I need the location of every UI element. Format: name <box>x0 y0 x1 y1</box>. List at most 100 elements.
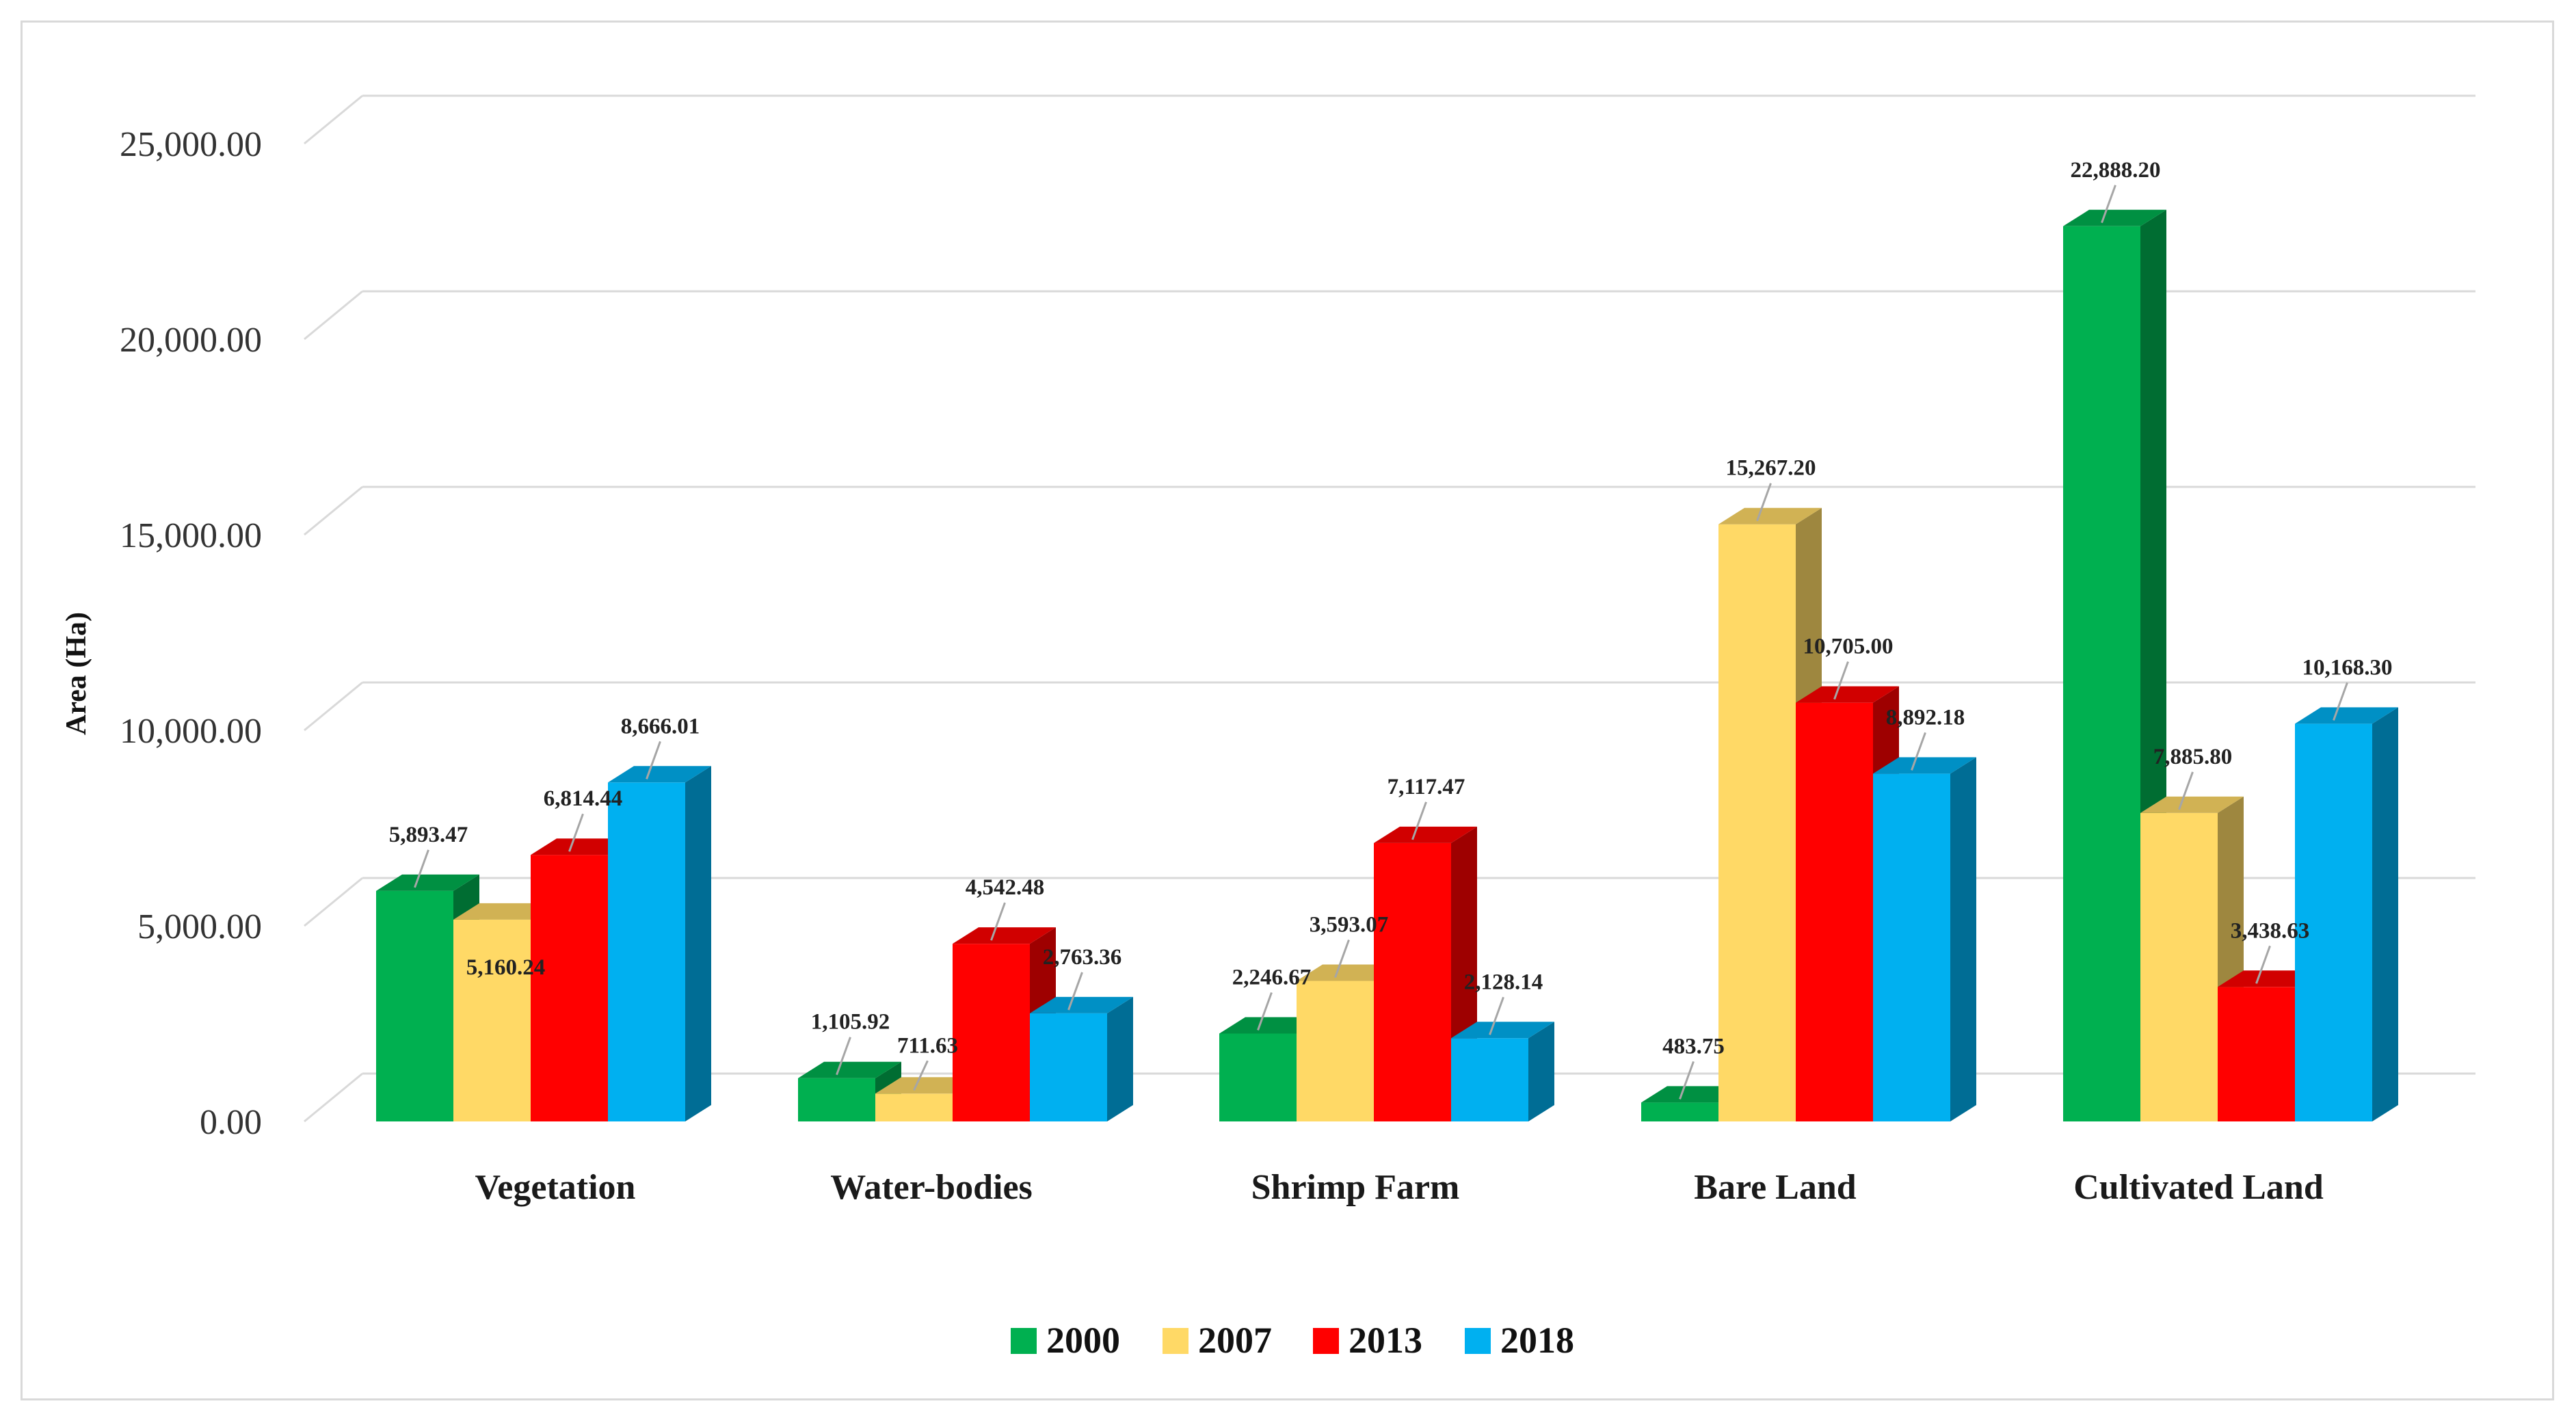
bar-front <box>2218 987 2295 1121</box>
data-label-group: 711.63 <box>897 1033 958 1091</box>
bar-top <box>953 927 1056 944</box>
bar-front <box>608 782 685 1121</box>
bar-front <box>2140 812 2218 1121</box>
leader-line <box>1756 483 1772 522</box>
data-label: 8,892.18 <box>1886 705 1965 730</box>
bar-front <box>875 1093 953 1121</box>
data-label-group: 3,593.07 <box>1310 912 1389 978</box>
bar-top <box>1374 826 1477 843</box>
data-label-group: 2,246.67 <box>1232 965 1312 1031</box>
bar-side <box>2372 707 2398 1121</box>
legend: 2000 2007 2013 2018 <box>1011 1320 1574 1361</box>
gridline-diagonal <box>304 1072 363 1123</box>
data-label-group: 22,888.20 <box>2071 158 2161 224</box>
bar-top <box>376 874 479 891</box>
leader-line <box>913 1060 929 1091</box>
leader-line <box>1411 801 1427 840</box>
bar-front <box>1641 1102 1718 1121</box>
gridline-diagonal <box>304 94 363 145</box>
data-label: 4,542.48 <box>966 875 1045 900</box>
bar-water-bodies-2018 <box>1030 996 1133 1121</box>
bar-top <box>1451 1022 1554 1039</box>
y-tick-label: 0.00 <box>200 1103 262 1142</box>
leader-line <box>2101 185 2116 224</box>
legend-label: 2018 <box>1500 1320 1574 1361</box>
bar-cultivated-land-2018 <box>2295 707 2398 1121</box>
data-label: 3,438.63 <box>2231 918 2310 943</box>
legend-item-2007: 2007 <box>1163 1320 1272 1361</box>
data-label-group: 2,763.36 <box>1043 945 1122 1011</box>
bar-top <box>2295 707 2398 724</box>
legend-swatch <box>1313 1328 1339 1354</box>
legend-item-2000: 2000 <box>1011 1320 1120 1361</box>
bar-top <box>798 1061 901 1078</box>
bar-shrimp-farm-2018 <box>1451 1022 1554 1121</box>
bar-front <box>1718 524 1796 1121</box>
y-tick-label: 10,000.00 <box>120 712 262 751</box>
data-label: 2,763.36 <box>1043 945 1122 970</box>
y-tick-label: 20,000.00 <box>120 321 262 360</box>
bar-front <box>453 919 531 1121</box>
category-label: Cultivated Land <box>2073 1168 2324 1207</box>
y-tick-label: 5,000.00 <box>137 907 262 946</box>
data-label: 3,593.07 <box>1310 912 1389 937</box>
bar-front <box>953 944 1030 1121</box>
leader-line <box>836 1037 851 1076</box>
data-label-group: 1,105.92 <box>811 1010 890 1076</box>
data-label: 10,705.00 <box>1803 635 1894 659</box>
bar-side <box>1528 1022 1554 1121</box>
legend-label: 2007 <box>1198 1320 1272 1361</box>
leader-line <box>2255 945 2271 984</box>
leader-line <box>1833 661 1849 700</box>
leader-line <box>1911 732 1926 771</box>
data-label: 5,893.47 <box>389 823 468 847</box>
legend-swatch <box>1163 1328 1189 1354</box>
bar-front <box>1873 773 1950 1121</box>
bar-bare-land-2018 <box>1873 757 1976 1121</box>
leader-line <box>1489 996 1504 1035</box>
legend-swatch <box>1465 1328 1491 1354</box>
leader-line <box>414 849 429 888</box>
data-label: 8,666.01 <box>621 714 700 739</box>
data-label-group: 15,267.20 <box>1726 456 1816 522</box>
data-label-group: 5,893.47 <box>389 823 468 888</box>
leader-line <box>1679 1061 1695 1100</box>
data-label-group: 8,666.01 <box>621 714 700 780</box>
bar-front <box>2063 226 2140 1122</box>
data-label: 6,814.44 <box>544 786 623 811</box>
data-label: 22,888.20 <box>2071 158 2161 183</box>
bar-front <box>531 855 608 1121</box>
data-label: 483.75 <box>1662 1034 1725 1059</box>
data-label-group: 5,160.24 <box>466 955 546 980</box>
leader-line <box>1334 939 1350 978</box>
data-label: 711.63 <box>897 1033 958 1058</box>
bar-top <box>1873 757 1976 774</box>
bar-top <box>1030 996 1133 1013</box>
y-axis-ticks: 0.00 5,000.00 10,000.00 15,000.00 20,000.00 2… <box>120 125 262 1142</box>
bar-top <box>2063 209 2166 226</box>
data-label-group: 6,814.44 <box>544 786 623 852</box>
data-label: 2,246.67 <box>1232 965 1312 989</box>
bar-top <box>2140 796 2244 813</box>
leader-line <box>568 813 584 852</box>
bar-shrimp-farm-2013 <box>1374 826 1477 1121</box>
data-label-group: 8,892.18 <box>1886 705 1965 771</box>
data-label: 2,128.14 <box>1464 970 1543 994</box>
gridline-diagonal <box>304 486 363 536</box>
category-label: Water-bodies <box>830 1168 1033 1207</box>
y-tick-label: 15,000.00 <box>120 516 262 555</box>
leader-line <box>1067 972 1083 1011</box>
legend-item-2013: 2013 <box>1313 1320 1422 1361</box>
data-label: 10,168.30 <box>2302 655 2393 680</box>
category-label: Shrimp Farm <box>1251 1168 1460 1207</box>
bar-side <box>685 766 711 1121</box>
data-labels: 5,893.47 5,160.24 6,814.44 8,666.01 1,105.92… <box>389 158 2393 1100</box>
bar-side <box>1107 996 1133 1121</box>
gridline-diagonal <box>304 877 363 927</box>
leader-line <box>646 741 661 780</box>
y-tick-label: 25,000.00 <box>120 125 262 164</box>
bar-top <box>1718 507 1822 524</box>
data-label-group: 3,438.63 <box>2231 918 2310 984</box>
data-label: 5,160.24 <box>466 955 546 980</box>
bar-front <box>1219 1033 1297 1121</box>
